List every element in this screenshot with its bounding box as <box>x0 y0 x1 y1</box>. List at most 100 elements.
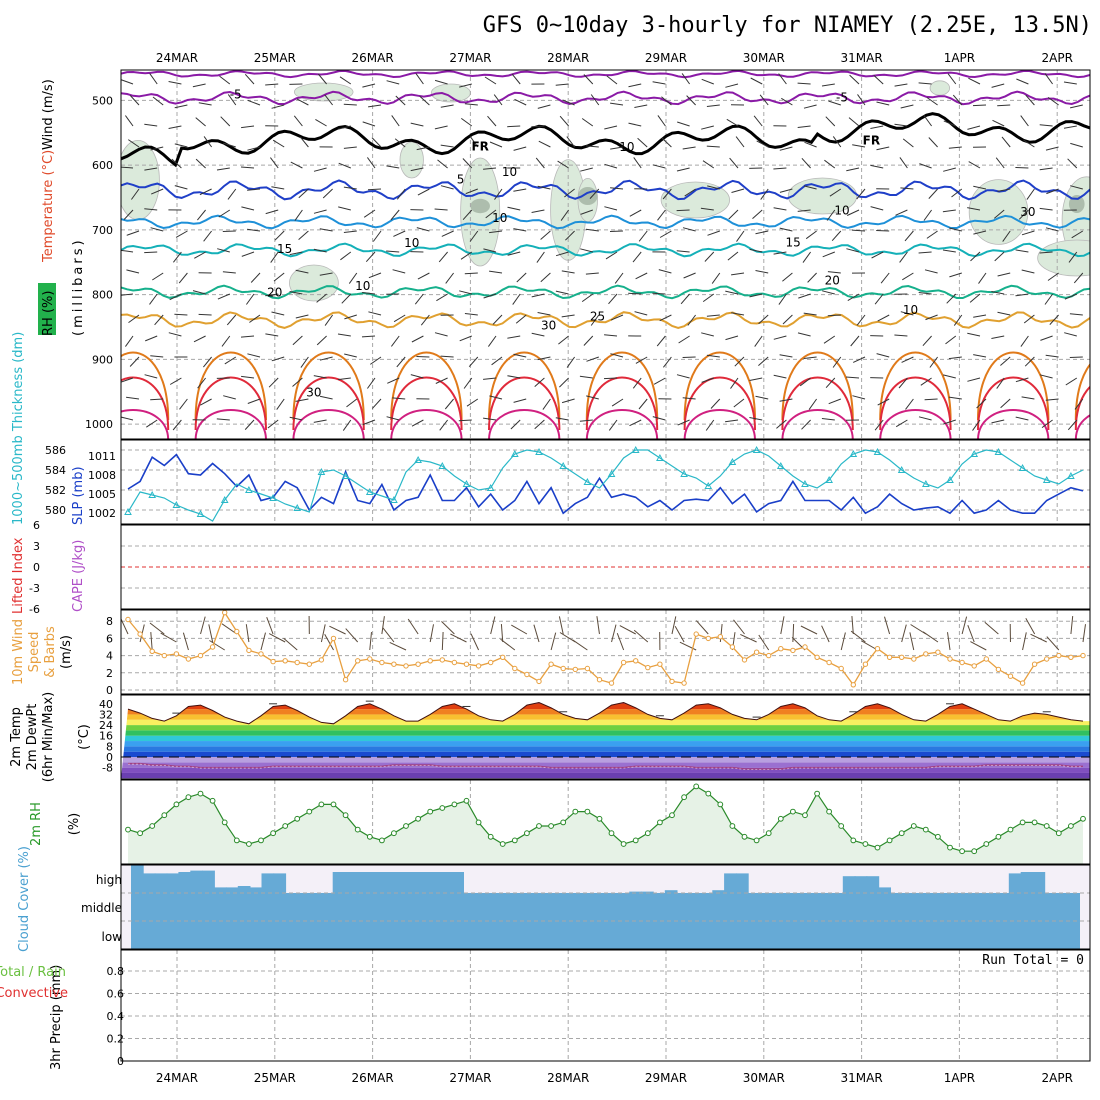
wind-barb <box>846 167 860 172</box>
lifted-index-label: Lifted Index <box>11 537 26 614</box>
wind-barb <box>247 353 261 358</box>
wind-barb <box>822 251 835 258</box>
wind-barb <box>828 398 841 405</box>
rh2m-marker <box>221 819 228 826</box>
wind-barb <box>417 188 430 196</box>
rh2m-marker <box>596 815 603 822</box>
wind-barb <box>222 271 236 274</box>
rh2m-marker <box>173 801 180 808</box>
wind-barb <box>387 377 400 384</box>
wind-barb <box>832 356 842 368</box>
bottom-date-tick: 27MAR <box>449 1071 491 1085</box>
wind-barb <box>484 76 497 85</box>
temp-tick: 0 <box>106 751 113 764</box>
wind-barb <box>152 272 164 281</box>
wind-barb <box>540 230 551 240</box>
wind-barb <box>394 138 406 148</box>
wind-barb <box>1021 396 1035 400</box>
wind10m-barb <box>470 633 480 651</box>
wind-barb <box>895 419 908 428</box>
wind-barb <box>902 272 914 281</box>
wind-barb <box>848 117 860 127</box>
wind-barb <box>366 377 376 389</box>
wind-barb <box>1015 293 1029 297</box>
rh2m-marker <box>439 805 446 811</box>
wind-barb <box>801 157 811 169</box>
wind10m-barb <box>821 625 830 643</box>
wind-barb <box>199 398 212 406</box>
wind-barb <box>483 293 497 299</box>
wind-barb <box>298 188 309 199</box>
wind-barb <box>150 398 164 401</box>
wind-barb <box>510 419 521 430</box>
wind10m-marker <box>197 652 204 659</box>
wind10m-barb <box>758 634 770 651</box>
wind-barb <box>175 230 188 238</box>
wind10m-marker <box>572 666 578 673</box>
wind-barb <box>341 293 352 304</box>
wind-barb <box>440 355 454 358</box>
wind-barb <box>1064 293 1078 300</box>
temp-tick: 16 <box>99 730 113 743</box>
rh-label: RH (%) <box>41 291 56 336</box>
rh2m-marker <box>149 823 156 829</box>
wind10m-marker <box>306 661 312 667</box>
wind-barb <box>943 167 956 172</box>
wind-barb <box>701 377 714 383</box>
wind-barb <box>121 416 134 421</box>
wind-barb <box>197 209 206 221</box>
wind-barb <box>925 314 938 321</box>
rh2m-marker <box>463 797 470 804</box>
wind-barb <box>973 230 987 235</box>
wind-barb <box>726 118 739 127</box>
wind10m-marker <box>173 651 180 657</box>
thickness-marker <box>946 475 954 483</box>
wind10m-marker <box>355 658 361 664</box>
wind-barb <box>894 334 908 337</box>
wind-barb <box>534 377 545 387</box>
wind-barb <box>492 314 503 325</box>
wind-barb <box>489 270 503 274</box>
wind10m-barb <box>369 632 372 651</box>
wind-barb <box>773 335 787 340</box>
wind10m-barb <box>490 616 496 635</box>
wind-barb <box>799 377 811 387</box>
cloud-high-bar <box>427 872 441 893</box>
wind-barb <box>682 397 696 400</box>
wind-barb <box>203 356 212 368</box>
wind-barb <box>581 293 594 303</box>
wind-barb <box>337 377 351 381</box>
wind-barb <box>444 398 454 410</box>
wind-barb <box>538 140 551 148</box>
rh2m-marker <box>620 841 627 847</box>
wind-barb <box>511 73 521 85</box>
wind-barb <box>824 159 836 169</box>
rh-area <box>1037 239 1090 277</box>
rh2m-marker <box>125 826 131 833</box>
wind10m-barb <box>633 629 649 643</box>
wind10m-barb <box>1025 618 1036 635</box>
rh2m-marker <box>1031 819 1038 826</box>
wind-barb <box>851 229 866 232</box>
wind-barb <box>778 73 787 85</box>
wind-barb <box>240 335 255 338</box>
wind-barb <box>339 76 352 85</box>
wind-barb <box>338 125 351 130</box>
wind-barb <box>682 227 696 232</box>
wind-barb <box>178 272 188 284</box>
wind-barb <box>192 83 206 88</box>
rh-area <box>399 141 424 179</box>
wind-barb <box>779 398 793 402</box>
wind-barb <box>946 293 957 304</box>
wind-barb <box>635 356 648 364</box>
temp2m-label: (°C) <box>77 724 92 750</box>
rh2m-marker <box>741 833 748 840</box>
wind10m-barb <box>121 617 129 635</box>
wind-barb <box>124 115 134 127</box>
wind-barb <box>972 104 987 107</box>
rh-contour-label: 10 <box>903 303 918 317</box>
wind10m-marker <box>391 661 397 667</box>
wind-barb <box>1071 230 1084 239</box>
thickness-marker <box>801 479 809 487</box>
wind-barb <box>1001 136 1011 148</box>
